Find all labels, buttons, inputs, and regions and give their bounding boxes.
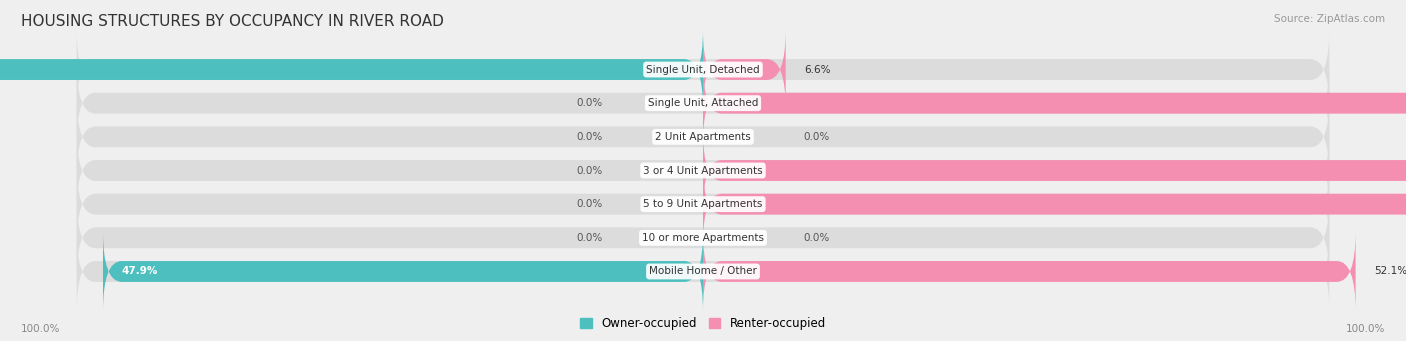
Text: 0.0%: 0.0% [576,233,603,243]
Text: 100.0%: 100.0% [1346,324,1385,334]
Text: Mobile Home / Other: Mobile Home / Other [650,266,756,277]
FancyBboxPatch shape [77,29,1329,109]
Text: 2 Unit Apartments: 2 Unit Apartments [655,132,751,142]
Text: Single Unit, Detached: Single Unit, Detached [647,64,759,75]
Text: 0.0%: 0.0% [803,132,830,142]
FancyBboxPatch shape [77,232,1329,312]
FancyBboxPatch shape [0,29,703,109]
Text: Source: ZipAtlas.com: Source: ZipAtlas.com [1274,14,1385,24]
Text: 0.0%: 0.0% [576,165,603,176]
FancyBboxPatch shape [77,198,1329,278]
FancyBboxPatch shape [703,131,1406,210]
FancyBboxPatch shape [703,63,1406,143]
Text: 52.1%: 52.1% [1375,266,1406,277]
FancyBboxPatch shape [703,29,786,109]
Text: 10 or more Apartments: 10 or more Apartments [643,233,763,243]
Text: 0.0%: 0.0% [576,98,603,108]
FancyBboxPatch shape [103,232,703,312]
Text: 47.9%: 47.9% [122,266,157,277]
Text: 100.0%: 100.0% [21,324,60,334]
FancyBboxPatch shape [703,232,1355,312]
Text: 3 or 4 Unit Apartments: 3 or 4 Unit Apartments [643,165,763,176]
Legend: Owner-occupied, Renter-occupied: Owner-occupied, Renter-occupied [575,313,831,335]
Text: 0.0%: 0.0% [576,132,603,142]
Text: 5 to 9 Unit Apartments: 5 to 9 Unit Apartments [644,199,762,209]
Text: Single Unit, Attached: Single Unit, Attached [648,98,758,108]
Text: HOUSING STRUCTURES BY OCCUPANCY IN RIVER ROAD: HOUSING STRUCTURES BY OCCUPANCY IN RIVER… [21,14,444,29]
Text: 0.0%: 0.0% [576,199,603,209]
Text: 6.6%: 6.6% [804,64,831,75]
Text: 0.0%: 0.0% [803,233,830,243]
FancyBboxPatch shape [703,164,1406,244]
FancyBboxPatch shape [77,97,1329,177]
FancyBboxPatch shape [77,63,1329,143]
FancyBboxPatch shape [77,164,1329,244]
FancyBboxPatch shape [77,131,1329,210]
